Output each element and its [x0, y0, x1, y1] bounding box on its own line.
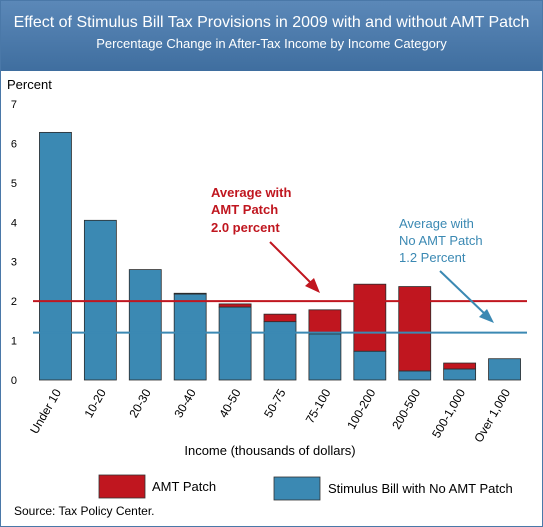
y-tick-label: 1: [11, 336, 17, 348]
bar-no-amt-patch: [128, 269, 162, 381]
x-tick-label: 100-200: [344, 386, 378, 431]
annotation-no-patch-line-2: No AMT Patch: [399, 233, 483, 248]
legend-label-no-amt-patch: Stimulus Bill with No AMT Patch: [328, 481, 513, 496]
bar-amt-patch: [308, 309, 342, 335]
chart-header: Effect of Stimulus Bill Tax Provisions i…: [1, 1, 542, 71]
bar-no-amt-patch: [308, 333, 342, 381]
legend-label-amt-patch: AMT Patch: [152, 479, 216, 494]
bar-amt-patch: [173, 292, 207, 295]
y-ticks: 0 1 2 3 4 5 6 7: [11, 99, 17, 387]
x-tick-label: 20-30: [126, 386, 154, 420]
x-ticks: Under 10 10-20 20-30 30-40 40-50 50-75 75-100 1…: [27, 386, 513, 445]
x-tick-label: 75-100: [303, 386, 334, 426]
x-tick-label: 50-75: [261, 386, 289, 420]
bar-amt-patch: [218, 303, 252, 308]
source-note: Source: Tax Policy Center.: [14, 504, 155, 518]
bar-amt-patch: [398, 286, 432, 372]
y-tick-label: 0: [11, 375, 17, 387]
annotation-with-patch-line-3: 2.0 percent: [211, 220, 280, 235]
legend-swatch-amt-patch: [98, 474, 146, 499]
legend-swatch-no-amt-patch: [273, 476, 321, 501]
annotation-no-patch-arrowhead: [479, 309, 494, 323]
reference-lines: [33, 300, 527, 334]
bar-no-amt-patch: [263, 321, 297, 381]
bar-amt-patch: [263, 313, 297, 323]
y-axis-label: Percent: [7, 77, 52, 92]
bar-no-amt-patch: [488, 358, 521, 381]
bar-no-amt-patch: [173, 293, 207, 381]
y-tick-label: 4: [11, 217, 17, 229]
bar-no-amt-patch: [443, 368, 477, 381]
legend: AMT Patch Stimulus Bill with No AMT Patc…: [98, 474, 513, 501]
bar-no-amt-patch: [398, 370, 432, 381]
x-tick-label: 500-1,000: [429, 386, 468, 440]
y-tick-label: 3: [11, 257, 17, 269]
x-tick-label: Over 1,000: [471, 386, 513, 445]
bar-amt-patch: [443, 362, 477, 370]
annotation-with-patch-arrowhead: [305, 278, 320, 293]
annotation-with-patch-line-1: Average with: [211, 185, 291, 200]
annotation-no-patch-line-1: Average with: [399, 216, 474, 231]
chart-subtitle: Percentage Change in After-Tax Income by…: [96, 36, 447, 51]
bar-no-amt-patch: [218, 306, 252, 381]
annotation-no-patch-line-3: 1.2 Percent: [399, 250, 466, 265]
y-tick-label: 7: [11, 99, 17, 111]
x-axis-label: Income (thousands of dollars): [184, 443, 355, 458]
x-tick-label: Under 10: [27, 386, 64, 436]
bar-no-amt-patch: [353, 350, 387, 381]
y-tick-label: 6: [11, 138, 17, 150]
x-tick-label: 30-40: [171, 386, 199, 420]
bar-amt-patch: [353, 283, 387, 352]
annotation-with-patch: Average with AMT Patch 2.0 percent: [211, 185, 320, 293]
annotation-with-patch-arrow: [269, 241, 313, 285]
y-tick-label: 2: [11, 296, 17, 308]
chart-title: Effect of Stimulus Bill Tax Provisions i…: [13, 14, 530, 31]
x-tick-label: 40-50: [216, 386, 244, 420]
annotation-with-patch-line-2: AMT Patch: [211, 202, 278, 217]
y-tick-label: 5: [11, 178, 17, 190]
bar-no-amt-patch: [39, 131, 72, 381]
x-tick-label: 10-20: [81, 386, 109, 420]
annotation-no-patch-arrow: [439, 270, 487, 316]
x-tick-label: 200-500: [389, 386, 423, 431]
annotation-no-patch: Average with No AMT Patch 1.2 Percent: [399, 216, 494, 323]
